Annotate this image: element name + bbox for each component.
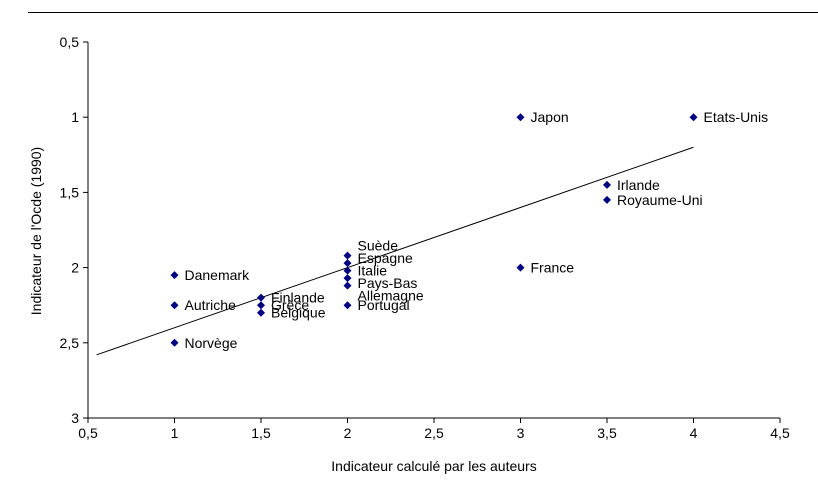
- y-tick-label: 2: [71, 260, 79, 276]
- data-point-marker: [257, 308, 265, 317]
- data-point-marker: [170, 271, 179, 280]
- x-tick-label: 0,5: [78, 425, 98, 441]
- point-label: Danemark: [185, 267, 251, 283]
- data-point-marker: [257, 301, 265, 310]
- x-tick-label: 3,5: [597, 425, 617, 441]
- data-point-marker: [343, 281, 352, 290]
- data-point-marker: [343, 259, 352, 268]
- point-label: Japon: [531, 109, 569, 125]
- y-tick-label: 2,5: [60, 335, 80, 351]
- data-point-marker: [603, 195, 611, 204]
- data-point-marker: [516, 263, 525, 272]
- x-tick-label: 1: [171, 425, 179, 441]
- x-tick-label: 4: [690, 425, 698, 441]
- data-point-marker: [603, 180, 611, 189]
- point-label: Norvège: [185, 335, 238, 351]
- x-tick-label: 1,5: [251, 425, 271, 441]
- x-tick-label: 2: [344, 425, 352, 441]
- x-axis-title: Indicateur calculé par les auteurs: [331, 458, 537, 474]
- y-tick-label: 0,5: [60, 34, 80, 50]
- data-point-marker: [343, 266, 352, 275]
- point-label: France: [531, 260, 575, 276]
- chart-top-border: [28, 12, 818, 13]
- point-label: Espagne: [358, 250, 413, 266]
- y-tick-label: 1: [71, 109, 79, 125]
- point-label: Suède: [358, 238, 399, 254]
- data-point-marker: [343, 274, 352, 283]
- data-point-marker: [689, 113, 698, 122]
- data-point-marker: [170, 301, 179, 310]
- data-point-marker: [343, 251, 352, 260]
- point-label: Autriche: [185, 297, 237, 313]
- point-label: Portugal: [358, 297, 410, 313]
- x-tick-label: 2,5: [424, 425, 444, 441]
- point-label: Belgique: [271, 305, 326, 321]
- data-point-marker: [257, 293, 265, 302]
- y-tick-label: 1,5: [60, 184, 80, 200]
- x-tick-label: 3: [517, 425, 525, 441]
- trend-line: [96, 146, 694, 356]
- point-label: Etats-Unis: [704, 109, 769, 125]
- point-label: Finlande: [271, 290, 325, 306]
- y-axis-title: Indicateur de l'Ocde (1990): [28, 146, 44, 316]
- x-tick-label: 4,5: [770, 425, 790, 441]
- point-label: Grèce: [271, 297, 309, 313]
- data-point-marker: [516, 113, 525, 122]
- data-point-marker: [343, 301, 352, 310]
- y-tick-label: 3: [71, 410, 79, 426]
- data-point-marker: [170, 338, 179, 347]
- point-label: Royaume-Uni: [617, 192, 703, 208]
- point-label: Allemagne: [358, 288, 424, 304]
- point-label: Pays-Bas: [358, 275, 418, 291]
- point-label: Irlande: [617, 177, 660, 193]
- point-label: Italie: [358, 263, 388, 279]
